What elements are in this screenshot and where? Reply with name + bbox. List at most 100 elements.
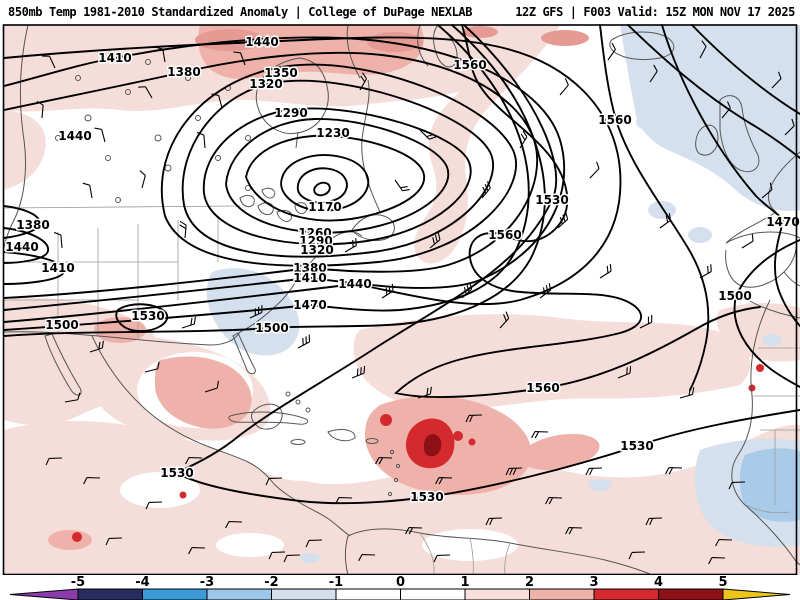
colorbar-left-arrow bbox=[9, 588, 79, 600]
wind-barb bbox=[179, 220, 187, 239]
wind-barb bbox=[105, 537, 123, 546]
contour-label: 1500 bbox=[255, 321, 288, 335]
wind-barb bbox=[36, 100, 44, 119]
wind-barb bbox=[82, 182, 93, 199]
colorbar-segment bbox=[142, 588, 208, 600]
title-bar: 850mb Temp 1981-2010 Standardized Anomal… bbox=[0, 0, 800, 24]
colorbar-tick: -4 bbox=[135, 575, 149, 590]
contour-label: 1380 bbox=[293, 261, 326, 275]
wind-barb bbox=[665, 466, 683, 475]
wind-barb bbox=[139, 170, 146, 189]
wind-barb bbox=[225, 520, 243, 529]
wind-barb bbox=[617, 365, 632, 379]
wind-barb bbox=[358, 553, 376, 562]
contour-label: 1260 bbox=[298, 226, 331, 240]
wind-barb-layer bbox=[36, 40, 795, 565]
wind-barb bbox=[585, 467, 603, 476]
contour-label: 1380 bbox=[16, 218, 49, 232]
political-border-layer bbox=[3, 205, 800, 575]
wind-barb bbox=[649, 64, 658, 83]
wind-barb bbox=[89, 340, 104, 353]
wind-barb bbox=[64, 392, 81, 403]
anomaly-fill-layer bbox=[4, 25, 800, 575]
colorbar-segment bbox=[335, 588, 401, 600]
wind-barb bbox=[233, 51, 246, 66]
wind-barb bbox=[145, 501, 163, 510]
colorbar-segment bbox=[206, 588, 272, 600]
wind-barb bbox=[481, 181, 491, 199]
wind-barb bbox=[461, 282, 473, 299]
contour-label: 1320 bbox=[249, 77, 282, 91]
wind-barb bbox=[435, 476, 453, 485]
contour-layer bbox=[3, 24, 800, 505]
contour-label: 1530 bbox=[620, 439, 653, 453]
wind-barb bbox=[283, 554, 301, 563]
wind-barb bbox=[433, 554, 451, 563]
wind-barb bbox=[185, 456, 203, 465]
colorbar-segment bbox=[271, 588, 337, 600]
colorbar-tick: 3 bbox=[589, 575, 598, 590]
colorbar-tick: -5 bbox=[71, 575, 85, 590]
contour-label: 1530 bbox=[160, 466, 193, 480]
wind-barb bbox=[721, 101, 731, 119]
wind-barb bbox=[659, 213, 672, 229]
wind-barb bbox=[204, 380, 219, 393]
contour-label: 1440 bbox=[245, 35, 278, 49]
contour-label: 1170 bbox=[308, 200, 341, 214]
contour-label: 1440 bbox=[58, 129, 91, 143]
wind-barb bbox=[188, 546, 206, 555]
wind-barb bbox=[728, 481, 746, 490]
wind-barb bbox=[645, 517, 663, 526]
wind-barb bbox=[249, 305, 263, 319]
wind-barb bbox=[268, 551, 286, 560]
wind-barb bbox=[784, 118, 795, 136]
colorbar-tick: 1 bbox=[460, 575, 469, 590]
contour-label: 1440 bbox=[338, 277, 371, 291]
contour-label: 1410 bbox=[293, 271, 326, 285]
wind-barb bbox=[94, 127, 106, 143]
contour-label: 1560 bbox=[453, 58, 486, 72]
wind-barb bbox=[699, 264, 712, 279]
wind-barb bbox=[607, 42, 616, 61]
colorbar-tick: 0 bbox=[396, 575, 405, 590]
wind-barb bbox=[708, 556, 726, 565]
wind-barb bbox=[429, 232, 441, 249]
wind-barb bbox=[211, 93, 223, 109]
colorbar: -5 -4 -3 -2 -1 0 1 2 3 4 5 bbox=[9, 575, 791, 600]
wind-barb bbox=[519, 130, 528, 149]
wind-barb bbox=[505, 467, 523, 476]
contour-label: 1230 bbox=[316, 126, 349, 140]
wind-barb bbox=[639, 315, 653, 329]
colorbar-tick: -1 bbox=[329, 575, 343, 590]
contour-label: 1530 bbox=[131, 309, 164, 323]
contour-label: 1530 bbox=[535, 193, 568, 207]
contour-label: 1410 bbox=[98, 51, 131, 65]
wind-barb bbox=[565, 526, 583, 535]
wind-barb bbox=[771, 71, 782, 89]
colorbar-segment bbox=[464, 588, 530, 600]
coastline-layer bbox=[3, 24, 800, 575]
contour-label: 1320 bbox=[300, 243, 333, 257]
wind-barb bbox=[351, 365, 366, 379]
wind-barb bbox=[42, 55, 56, 69]
wind-barb bbox=[155, 46, 166, 63]
wind-barb bbox=[344, 238, 357, 253]
wind-barb bbox=[741, 233, 754, 249]
wind-barb bbox=[679, 387, 695, 399]
wind-barb bbox=[599, 263, 612, 279]
product-title: 850mb Temp 1981-2010 Standardized Anomal… bbox=[8, 5, 473, 19]
colorbar-segment bbox=[593, 588, 659, 600]
wind-barb bbox=[417, 386, 432, 399]
contour-label: 1470 bbox=[293, 298, 326, 312]
wind-barb bbox=[589, 161, 600, 179]
wind-barb bbox=[375, 456, 393, 465]
wind-barb bbox=[381, 283, 394, 299]
map-frame bbox=[2, 24, 798, 575]
contour-label: 1560 bbox=[598, 113, 631, 127]
contour-label: 1290 bbox=[299, 234, 332, 248]
wind-barb bbox=[144, 361, 160, 373]
wind-barb bbox=[699, 40, 707, 59]
wind-barb bbox=[335, 496, 353, 505]
wind-barb bbox=[559, 78, 569, 96]
